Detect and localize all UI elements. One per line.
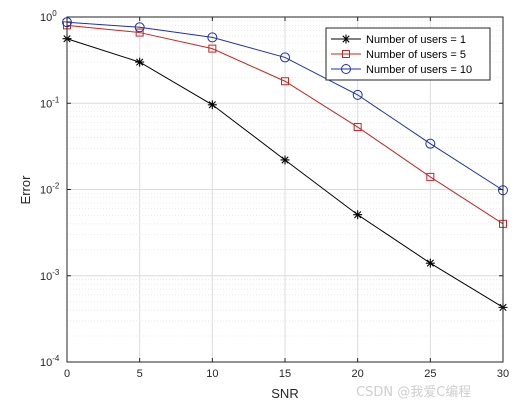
x-tick-label: 10 — [206, 368, 218, 380]
series-line — [66, 24, 504, 225]
legend-entry: Number of users = 10 — [331, 64, 472, 76]
data-point — [353, 210, 363, 220]
x-tick-label: 30 — [497, 368, 509, 380]
data-point — [135, 28, 144, 37]
plot-frame — [66, 16, 504, 363]
x-tick-label: 20 — [352, 368, 364, 380]
x-tick-label: 5 — [137, 368, 143, 380]
data-point — [352, 89, 363, 100]
data-point — [341, 64, 351, 74]
y-axis-label: Error — [18, 175, 33, 205]
data-point — [425, 138, 436, 149]
series-layer — [62, 17, 508, 312]
data-point — [134, 22, 145, 33]
legend-label: Number of users = 10 — [366, 64, 472, 76]
data-point — [425, 258, 435, 268]
data-point — [281, 77, 289, 86]
x-tick-label: 15 — [279, 368, 291, 380]
legend-label: Number of users = 5 — [366, 49, 466, 61]
legend-label: Number of users = 1 — [366, 34, 466, 46]
data-point — [135, 57, 145, 67]
data-point — [207, 32, 218, 43]
y-tick-label: 10-3 — [40, 268, 60, 283]
x-tick-label: 25 — [424, 368, 436, 380]
y-axis-ticks: 10-4 10-3 10-2 10-1 100 — [40, 9, 503, 369]
y-tick-label: 10-1 — [40, 95, 60, 110]
x-axis-label: SNR — [271, 386, 298, 401]
x-axis-ticks: 0 5 10 15 20 25 30 — [64, 17, 509, 380]
y-tick-label: 10-4 — [40, 354, 60, 369]
data-point — [207, 100, 217, 110]
series-line — [66, 21, 504, 191]
data-point — [342, 50, 350, 58]
watermark: CSDN @我爱C编程 — [356, 385, 472, 400]
data-point — [341, 34, 351, 44]
legend-entry: Number of users = 1 — [331, 34, 466, 46]
data-point — [208, 44, 217, 53]
x-tick-label: 0 — [64, 368, 70, 380]
data-point — [353, 123, 362, 132]
legend-entry: Number of users = 5 — [331, 49, 466, 61]
y-tick-label: 10-2 — [40, 182, 60, 197]
legend: Number of users = 1 Number of users = 5 Nu… — [325, 27, 491, 81]
y-tick-label: 100 — [40, 9, 57, 24]
data-point — [280, 155, 290, 165]
data-point — [426, 172, 435, 181]
data-point — [280, 52, 290, 63]
